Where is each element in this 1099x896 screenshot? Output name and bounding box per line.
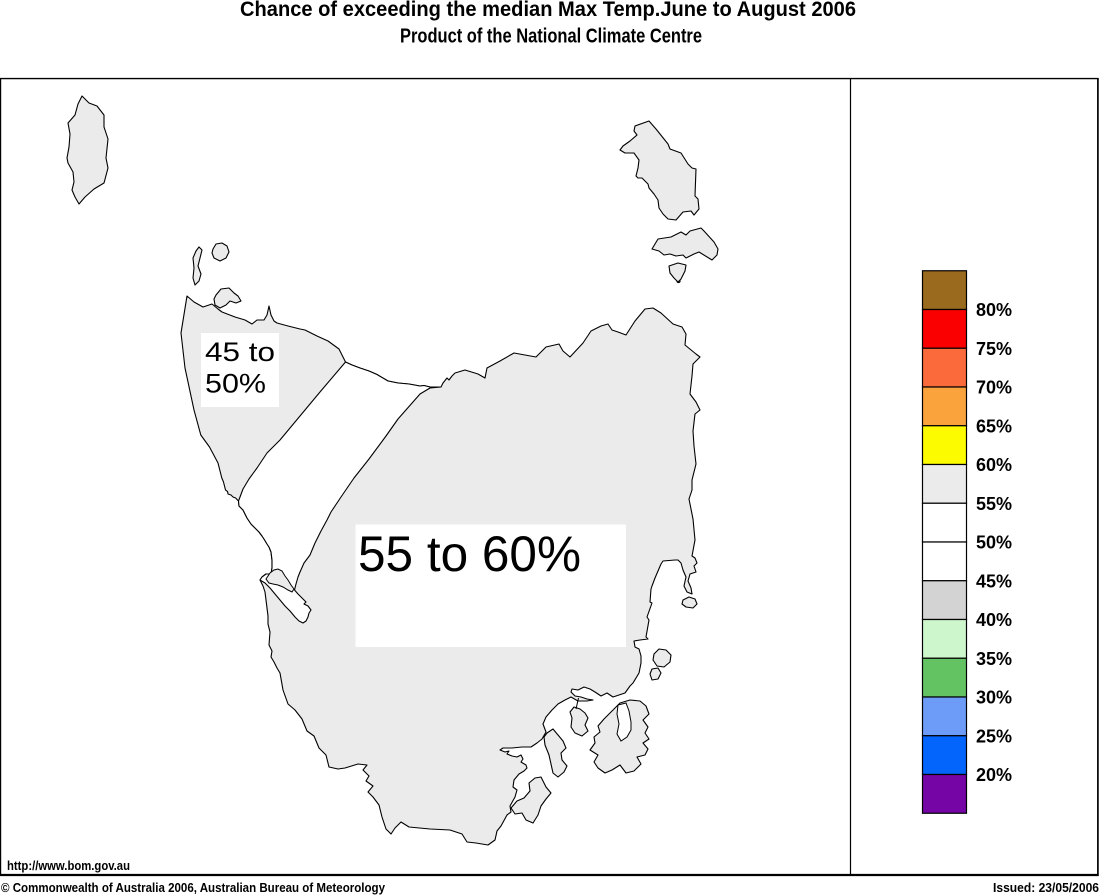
svg-text:60%: 60% [976, 455, 1012, 475]
svg-text:45%: 45% [976, 571, 1012, 591]
svg-text:Issued: 23/05/2006: Issued: 23/05/2006 [993, 880, 1099, 895]
svg-text:70%: 70% [976, 378, 1012, 398]
svg-text:http://www.bom.gov.au: http://www.bom.gov.au [7, 859, 130, 873]
svg-text:50%: 50% [205, 369, 266, 399]
svg-text:65%: 65% [976, 416, 1012, 436]
svg-text:45 to: 45 to [205, 337, 275, 367]
svg-text:Chance of exceeding the median: Chance of exceeding the median Max Temp.… [240, 0, 856, 21]
svg-text:40%: 40% [976, 610, 1012, 630]
svg-text:25%: 25% [976, 726, 1012, 746]
svg-text:55 to 60%: 55 to 60% [358, 526, 581, 582]
svg-text:20%: 20% [976, 765, 1012, 785]
svg-text:Product of the National Climat: Product of the National Climate Centre [400, 26, 702, 48]
svg-text:© Commonwealth of Australia 20: © Commonwealth of Australia 2006, Austra… [1, 880, 386, 895]
svg-text:75%: 75% [976, 339, 1012, 359]
svg-text:30%: 30% [976, 688, 1012, 708]
svg-text:80%: 80% [976, 300, 1012, 320]
svg-text:50%: 50% [976, 533, 1012, 553]
svg-text:55%: 55% [976, 494, 1012, 514]
svg-text:35%: 35% [976, 649, 1012, 669]
